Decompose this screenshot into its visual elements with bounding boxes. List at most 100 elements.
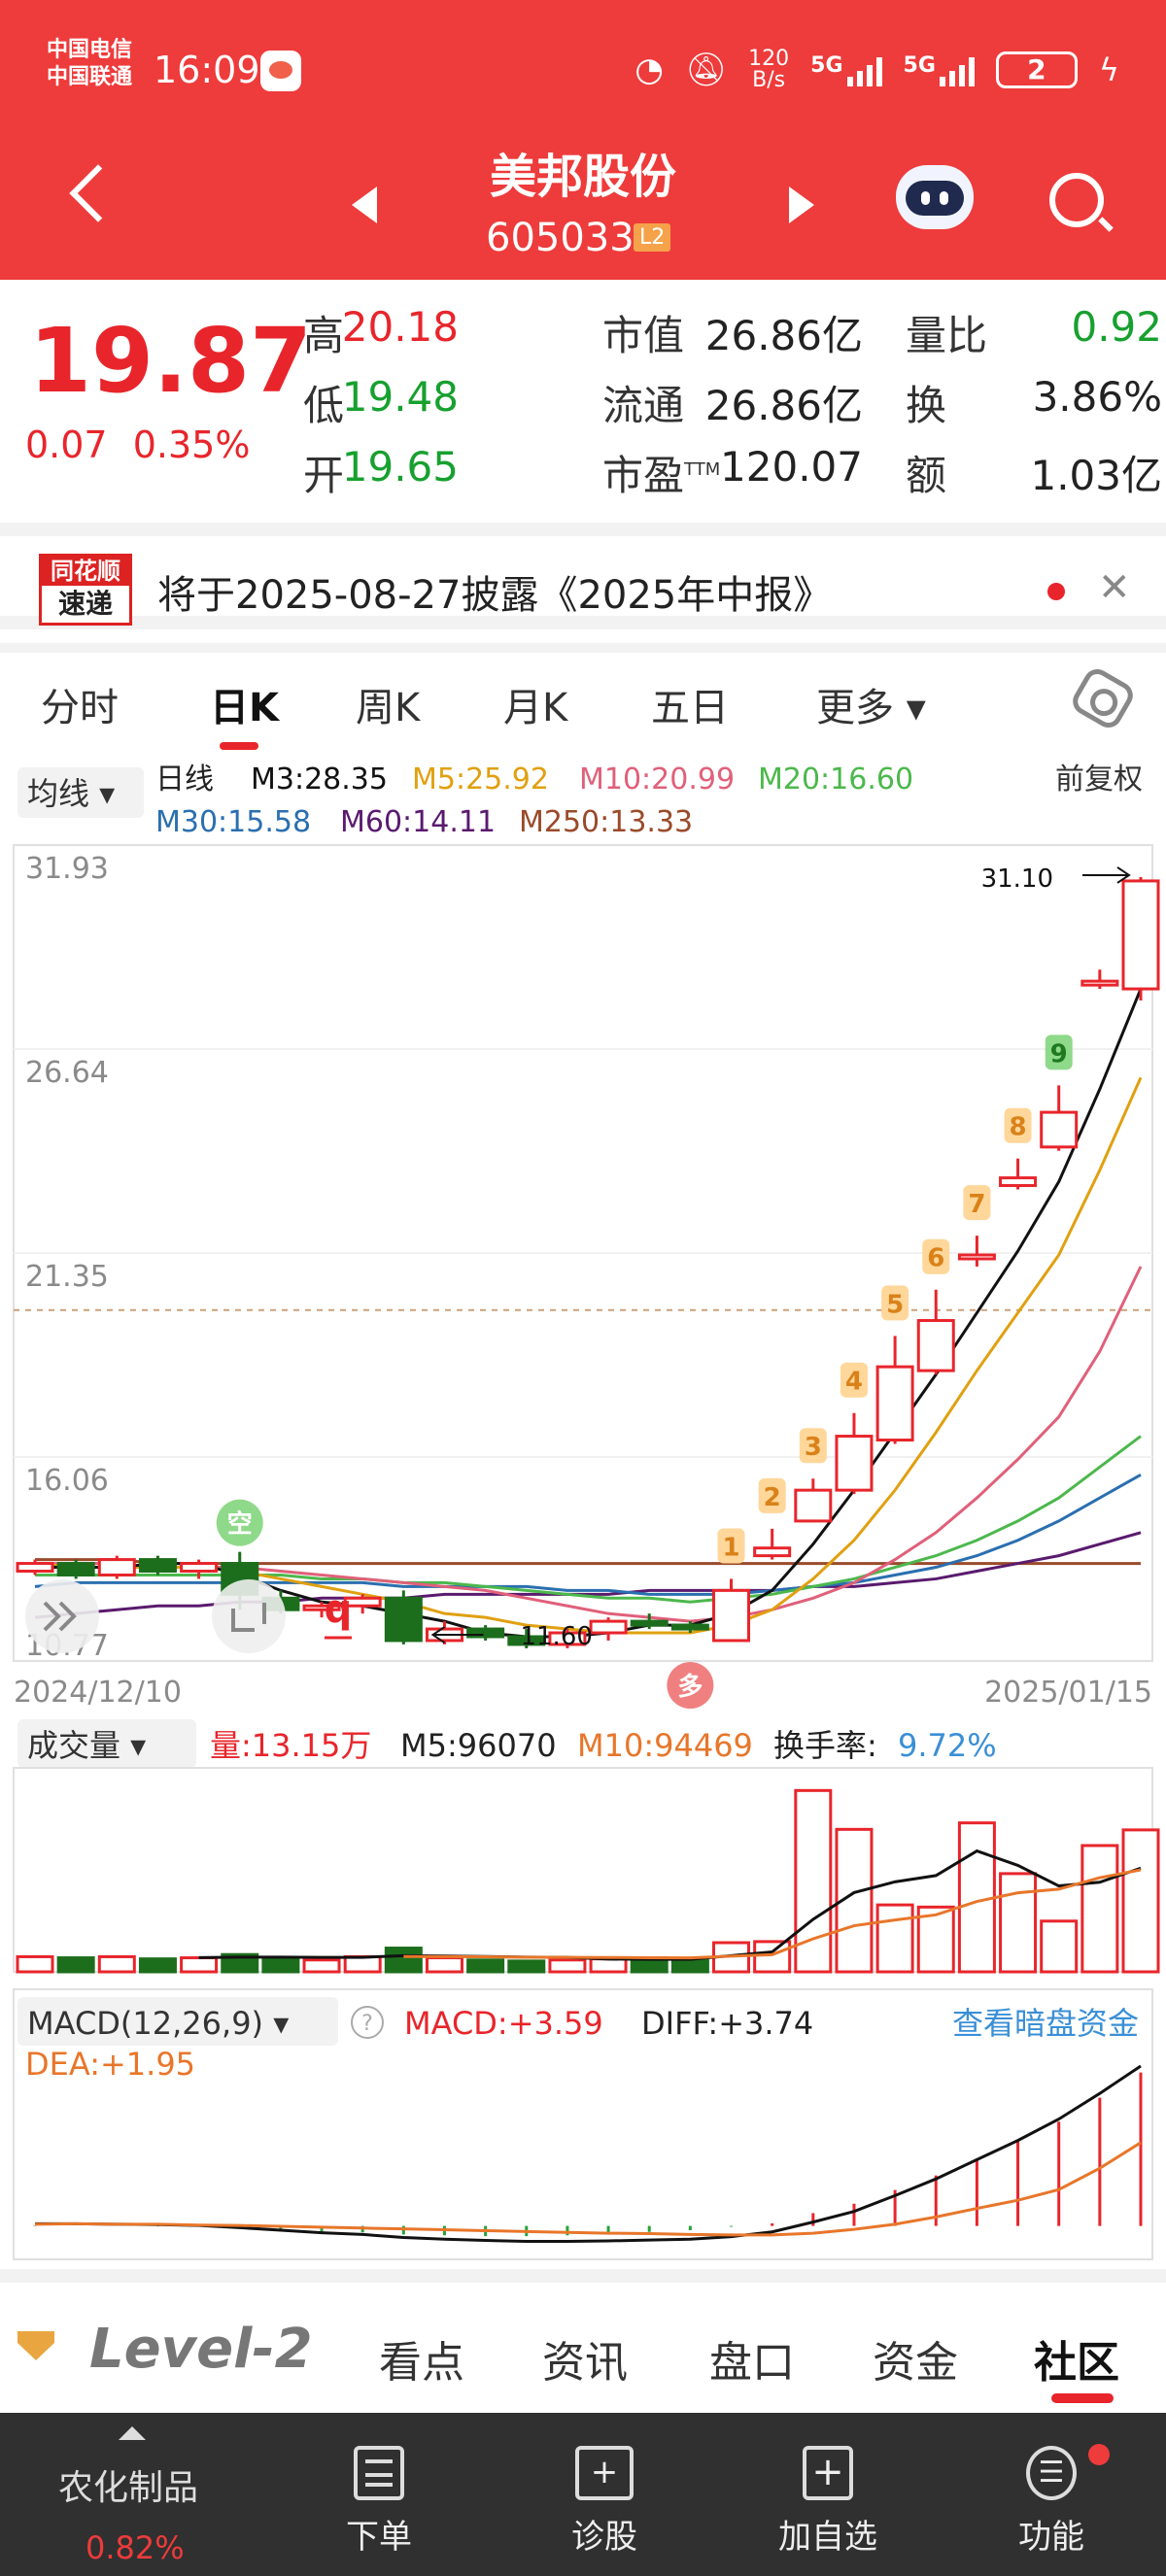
ma-line-m20	[35, 1435, 1142, 1604]
nav-label: 诊股	[571, 2518, 637, 2557]
tab-period[interactable]: 五日	[651, 686, 729, 730]
candle-body	[180, 1562, 219, 1574]
volume-bar	[97, 1954, 136, 1974]
tab-period[interactable]: 日K	[210, 686, 279, 730]
clock: 16:09	[154, 49, 260, 91]
candle-body	[999, 1176, 1038, 1188]
nav-diagnose[interactable]: + 诊股	[517, 2413, 692, 2576]
stat-label: 低	[303, 382, 345, 429]
y-tick-label: 31.93	[25, 852, 109, 886]
ma60-label: M60:14.11	[340, 805, 496, 839]
fullscreen-icon[interactable]	[212, 1579, 286, 1653]
quote-panel: 19.87 0.07 0.35% 高 20.18 市值 26.86亿 量比 0.92 低 19…	[0, 280, 1166, 513]
candle-body	[56, 1562, 95, 1576]
dark-pool-link[interactable]: 查看暗盘资金	[952, 2005, 1139, 2042]
volume-selector[interactable]: 成交量 ▾	[27, 1727, 146, 1764]
candle-body	[712, 1588, 751, 1643]
td-signal-number: 5	[886, 1290, 904, 1319]
volume-bar	[957, 1821, 996, 1974]
td-signal-number: 2	[764, 1483, 781, 1512]
close-icon[interactable]: ✕	[1098, 565, 1131, 610]
info-tab[interactable]: 资讯	[542, 2338, 628, 2388]
volume-selector-bg[interactable]	[17, 1719, 196, 1768]
stat-value: 3.86%	[1032, 373, 1162, 421]
volume-bar	[507, 1959, 546, 1974]
tab-period[interactable]: 分时	[41, 686, 119, 730]
sell-signal-icon	[216, 1499, 263, 1546]
expand-icon[interactable]	[25, 1579, 99, 1653]
tab-period[interactable]: 月K	[503, 686, 568, 730]
ma-selector-bg[interactable]	[17, 767, 144, 818]
volume-bar	[1121, 1828, 1160, 1974]
back-icon[interactable]	[69, 164, 127, 222]
td-signal-tag	[881, 1285, 909, 1321]
level2-tab[interactable]: Level-2	[89, 2318, 313, 2381]
volume-bar	[343, 1954, 382, 1974]
speed-icon: ◔	[634, 51, 664, 89]
ma-selector[interactable]: 均线 ▾	[27, 775, 115, 812]
settings-icon[interactable]	[1068, 663, 1138, 733]
candle-body	[753, 1546, 792, 1558]
news-banner[interactable]: 同花顺 速递 将于2025-08-27披露《2025年中报》 ✕	[0, 523, 1166, 629]
sector-name: 农化制品	[58, 2468, 199, 2508]
carrier-1: 中国电信	[47, 38, 133, 62]
volume-bar	[16, 1954, 54, 1974]
stat-label: 量比	[906, 312, 988, 359]
signal-icon-1: 5G	[810, 53, 882, 86]
active-tab-indicator	[220, 742, 258, 750]
diff-line	[35, 2064, 1142, 2243]
mute-bell-icon: 🔕︎	[684, 51, 728, 89]
volume-bar	[261, 1956, 300, 1974]
tab-period[interactable]: 更多 ▾	[816, 686, 926, 730]
y-tick-label: 16.06	[25, 1464, 109, 1498]
stock-code: 605033	[486, 216, 634, 260]
info-tab[interactable]: 社区	[1034, 2338, 1119, 2388]
x-start-label: 2024/12/10	[14, 1676, 182, 1710]
macd-selector-bg[interactable]	[17, 1997, 338, 2046]
sell-signal-label: 空	[227, 1509, 253, 1540]
candle-body	[670, 1623, 709, 1631]
candle-body	[957, 1253, 996, 1261]
volume-bar	[302, 1958, 341, 1974]
nav-order[interactable]: 下单	[292, 2413, 466, 2576]
info-tab[interactable]: 盘口	[709, 2338, 795, 2388]
ai-assistant-icon[interactable]	[896, 165, 974, 229]
ma-line-m10	[35, 1266, 1143, 1623]
chart-area[interactable]: 均线 ▾ 日线 M3:28.35 M5:25.92 M10:20.99 M20:16.60…	[0, 744, 1166, 2269]
nav-add-watchlist[interactable]: + 加自选	[740, 2413, 915, 2576]
volume-bar	[1040, 1919, 1079, 1974]
stock-chart[interactable]: 均线 ▾ 日线 M3:28.35 M5:25.92 M10:20.99 M20:16.60…	[0, 744, 1166, 2269]
sector-button[interactable]: 农化制品 0.82%	[0, 2413, 272, 2576]
td-signal-number: 6	[927, 1244, 944, 1273]
td-signal-tag	[922, 1238, 950, 1274]
td-signal-number: 3	[805, 1433, 822, 1462]
info-tab[interactable]: 资金	[873, 2338, 958, 2388]
volume-bar	[875, 1903, 914, 1974]
carrier-info: 中国电信 中国联通	[47, 37, 132, 91]
next-stock-icon[interactable]	[789, 186, 814, 223]
turnover-value: 9.72%	[898, 1727, 997, 1764]
stat-value: 20.18	[341, 303, 459, 351]
info-tab[interactable]: 看点	[379, 2338, 464, 2388]
charging-icon: ϟ	[1098, 51, 1119, 88]
stat-label: 开	[303, 452, 345, 499]
net-speed-unit: B/s	[752, 68, 786, 92]
search-icon[interactable]	[1049, 173, 1104, 227]
caret-up-icon	[119, 2426, 146, 2440]
help-icon[interactable]	[351, 2006, 384, 2039]
volume-bar	[56, 1956, 95, 1974]
tab-period[interactable]: 周K	[356, 686, 421, 730]
stat-label: 换	[906, 382, 947, 429]
macd-selector[interactable]: MACD(12,26,9) ▾	[27, 2005, 289, 2042]
x-end-label: 2025/01/15	[984, 1676, 1152, 1710]
ma-line-m3	[35, 988, 1143, 1639]
diagnose-icon: +	[575, 2446, 634, 2500]
prev-stock-icon[interactable]	[352, 186, 377, 223]
adjust-toggle[interactable]: 前复权	[1055, 763, 1143, 797]
order-icon	[354, 2446, 404, 2500]
nav-functions[interactable]: ☰ 功能	[964, 2413, 1139, 2576]
news-text[interactable]: 将于2025-08-27披露《2025年中报》	[157, 573, 833, 618]
level2-badge[interactable]: L2	[634, 223, 671, 252]
ma20-label: M20:16.60	[758, 763, 913, 797]
stat-label: 市值	[602, 312, 685, 359]
